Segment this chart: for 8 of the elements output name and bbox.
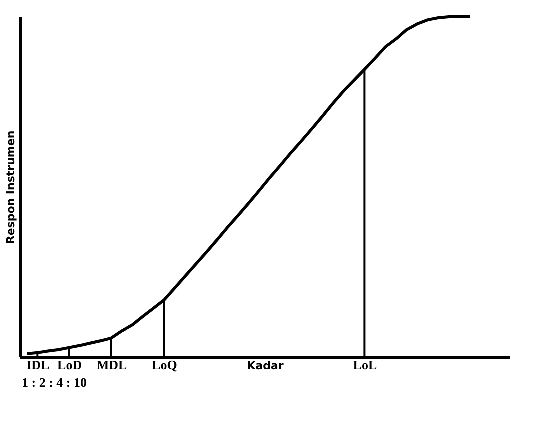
x-tick-label: MDL [96, 358, 128, 372]
x-axis-title: Kadar [247, 360, 284, 372]
y-axis-title: Respon Instrumen [4, 130, 18, 244]
x-tick-label: IDL [26, 358, 50, 372]
x-tick-label: LoQ [152, 358, 178, 372]
x-tick-label: LoL [353, 358, 378, 372]
x-tick-label: LoD [58, 358, 82, 372]
text: 1 : 2 : 4 : 10 [22, 375, 87, 390]
